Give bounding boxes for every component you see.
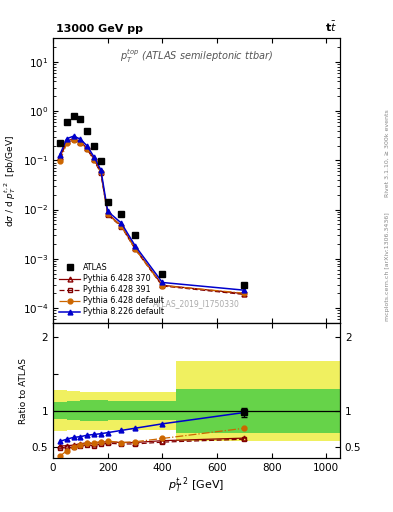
Pythia 8.226 default (105, 208, 110, 215)
Pythia 6.428 391 (64, 139, 69, 145)
Pythia 6.428 391 (105, 212, 110, 218)
Pythia 6.428 default (119, 223, 124, 229)
ATLAS (119, 211, 124, 218)
Pythia 6.428 default (57, 158, 62, 164)
Pythia 6.428 default (78, 139, 83, 145)
ATLAS (57, 140, 62, 146)
Pythia 8.226 default (242, 287, 247, 293)
Pythia 6.428 default (133, 246, 138, 252)
Pythia 8.226 default (133, 243, 138, 249)
Pythia 6.428 370 (85, 145, 90, 152)
Pythia 8.226 default (85, 143, 90, 149)
Line: ATLAS: ATLAS (57, 113, 248, 288)
Legend: ATLAS, Pythia 6.428 370, Pythia 6.428 391, Pythia 6.428 default, Pythia 8.226 de: ATLAS, Pythia 6.428 370, Pythia 6.428 39… (57, 261, 166, 319)
Pythia 6.428 391 (85, 146, 90, 152)
ATLAS (133, 232, 138, 239)
Pythia 6.428 391 (242, 291, 247, 297)
Pythia 6.428 default (71, 137, 76, 143)
Pythia 6.428 391 (133, 246, 138, 252)
Pythia 6.428 default (105, 211, 110, 218)
Pythia 6.428 391 (71, 136, 76, 142)
Pythia 8.226 default (78, 136, 83, 142)
Pythia 8.226 default (160, 280, 165, 286)
ATLAS (242, 282, 247, 288)
Text: 13000 GeV pp: 13000 GeV pp (56, 24, 143, 34)
Pythia 8.226 default (64, 136, 69, 142)
Pythia 8.226 default (119, 220, 124, 226)
Pythia 6.428 370 (133, 245, 138, 251)
Y-axis label: Ratio to ATLAS: Ratio to ATLAS (18, 357, 28, 423)
Pythia 6.428 391 (119, 224, 124, 230)
Pythia 8.226 default (99, 167, 103, 173)
Pythia 6.428 391 (78, 139, 83, 145)
Pythia 6.428 370 (71, 136, 76, 142)
Pythia 6.428 default (242, 290, 247, 296)
Pythia 6.428 default (160, 283, 165, 289)
ATLAS (78, 116, 83, 122)
Text: ATLAS_2019_I1750330: ATLAS_2019_I1750330 (153, 300, 240, 309)
Pythia 6.428 default (99, 169, 103, 176)
Pythia 6.428 370 (78, 139, 83, 145)
Pythia 6.428 391 (57, 155, 62, 161)
ATLAS (64, 119, 69, 125)
Text: t$\bar{t}$: t$\bar{t}$ (325, 20, 337, 34)
Pythia 6.428 370 (105, 211, 110, 217)
Text: mcplots.cern.ch [arXiv:1306.3436]: mcplots.cern.ch [arXiv:1306.3436] (385, 212, 390, 321)
Pythia 6.428 370 (119, 223, 124, 229)
Pythia 6.428 370 (64, 138, 69, 144)
ATLAS (99, 158, 103, 164)
Pythia 6.428 default (85, 146, 90, 152)
Line: Pythia 6.428 391: Pythia 6.428 391 (57, 137, 247, 297)
Pythia 8.226 default (92, 154, 96, 160)
Line: Pythia 6.428 370: Pythia 6.428 370 (57, 136, 247, 296)
Pythia 8.226 default (57, 152, 62, 158)
Text: Rivet 3.1.10, ≥ 300k events: Rivet 3.1.10, ≥ 300k events (385, 110, 390, 198)
Line: Pythia 6.428 default: Pythia 6.428 default (57, 137, 247, 295)
Pythia 8.226 default (71, 133, 76, 139)
Pythia 6.428 default (92, 157, 96, 163)
Pythia 6.428 391 (92, 157, 96, 163)
Line: Pythia 8.226 default: Pythia 8.226 default (57, 134, 247, 293)
Pythia 6.428 391 (160, 283, 165, 289)
Text: $p_T^{top}$ (ATLAS semileptonic ttbar): $p_T^{top}$ (ATLAS semileptonic ttbar) (120, 47, 273, 65)
Pythia 6.428 370 (92, 156, 96, 162)
Pythia 6.428 default (64, 140, 69, 146)
Pythia 6.428 370 (242, 291, 247, 297)
ATLAS (85, 127, 90, 134)
Pythia 6.428 370 (99, 169, 103, 175)
ATLAS (71, 113, 76, 119)
ATLAS (160, 270, 165, 276)
Y-axis label: d$\sigma$ / d $p_T^{t,2}$  [pb/GeV]: d$\sigma$ / d $p_T^{t,2}$ [pb/GeV] (3, 135, 18, 227)
Pythia 6.428 370 (57, 154, 62, 160)
ATLAS (105, 199, 110, 205)
Pythia 6.428 391 (99, 170, 103, 176)
Pythia 6.428 370 (160, 282, 165, 288)
ATLAS (92, 142, 96, 148)
X-axis label: $p_T^{t,2}$ [GeV]: $p_T^{t,2}$ [GeV] (168, 476, 225, 496)
